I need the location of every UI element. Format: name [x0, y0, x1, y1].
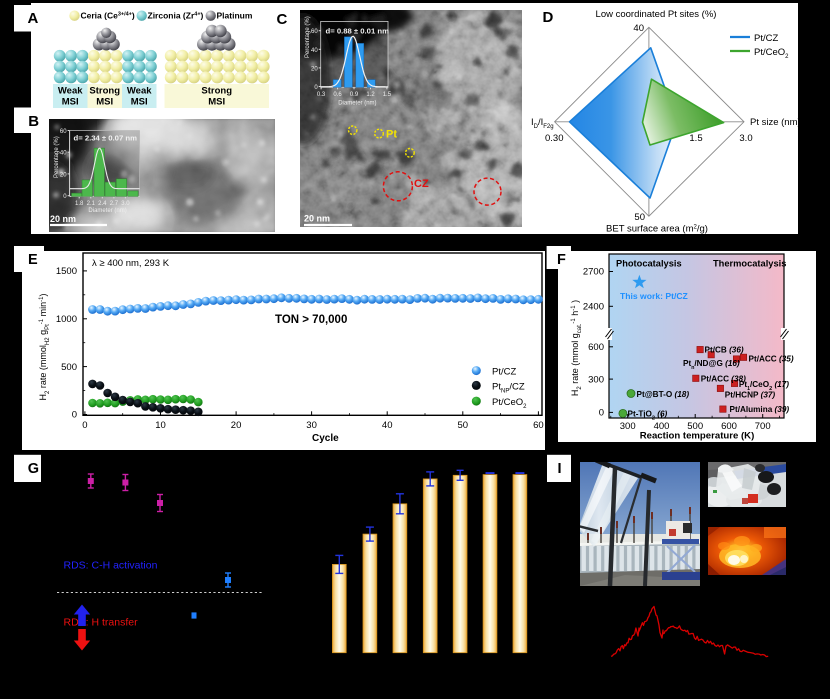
- svg-text:MSI: MSI: [62, 97, 79, 108]
- svg-text:0: 0: [72, 410, 77, 421]
- svg-text:Thermocatalysis: Thermocatalysis: [713, 259, 786, 269]
- svg-text:Percentage (%): Percentage (%): [54, 136, 60, 178]
- svg-text:Pt/CeO2: Pt/CeO2: [492, 397, 527, 410]
- svg-text:d= 0.88 ± 0.01 nm: d= 0.88 ± 0.01 nm: [326, 27, 390, 36]
- svg-text:Diameter (nm): Diameter (nm): [88, 208, 126, 214]
- svg-text:Diameter (nm): Diameter (nm): [338, 100, 376, 106]
- svg-text:3.0: 3.0: [739, 133, 752, 144]
- svg-text:TON > 70,000: TON > 70,000: [275, 314, 347, 326]
- svg-text:Pt/ACC (38): Pt/ACC (38): [701, 374, 746, 383]
- svg-text:Photocatalysis: Photocatalysis: [616, 259, 682, 269]
- svg-text:Pt size (nm): Pt size (nm): [750, 117, 801, 128]
- svg-text:λ ≥ 400 nm, 293 K: λ ≥ 400 nm, 293 K: [92, 258, 170, 269]
- svg-text:40: 40: [633, 23, 644, 34]
- svg-text:300: 300: [620, 421, 636, 432]
- svg-text:2.4: 2.4: [98, 201, 107, 207]
- svg-text:1.2: 1.2: [366, 92, 375, 98]
- svg-text:Pt-TiO2 (6): Pt-TiO2 (6): [628, 410, 668, 422]
- svg-text:B: B: [28, 113, 39, 130]
- svg-text:30: 30: [306, 420, 317, 431]
- svg-text:Weak: Weak: [58, 86, 83, 97]
- svg-text:Pt/CZ: Pt/CZ: [492, 367, 516, 378]
- svg-text:0: 0: [314, 85, 318, 91]
- svg-text:G: G: [28, 461, 39, 477]
- svg-text:0.9: 0.9: [350, 92, 359, 98]
- svg-text:Pt/ACC (35): Pt/ACC (35): [749, 355, 794, 364]
- svg-text:CZ: CZ: [414, 178, 429, 190]
- svg-text:d= 2.34 ± 0.07 nm: d= 2.34 ± 0.07 nm: [74, 134, 138, 143]
- svg-text:Percentage (%): Percentage (%): [305, 16, 311, 58]
- svg-text:E: E: [28, 252, 38, 268]
- svg-text:MSI: MSI: [131, 97, 148, 108]
- svg-text:1.5: 1.5: [383, 92, 392, 98]
- svg-text:Pt/HCNP (37): Pt/HCNP (37): [725, 391, 776, 400]
- svg-text:20: 20: [311, 66, 318, 72]
- svg-text:0: 0: [82, 420, 87, 431]
- svg-text:Weak: Weak: [127, 86, 152, 97]
- svg-text:Pt/CeO2: Pt/CeO2: [754, 47, 789, 60]
- svg-text:700: 700: [755, 421, 771, 432]
- svg-text:RDS: C-H activation: RDS: C-H activation: [64, 560, 158, 572]
- svg-text:50: 50: [458, 420, 469, 431]
- svg-text:MSI: MSI: [208, 97, 225, 108]
- svg-text:Pt/CZ: Pt/CZ: [754, 33, 778, 44]
- svg-text:60: 60: [60, 129, 67, 135]
- svg-text:0.3: 0.3: [317, 92, 326, 98]
- svg-text:40: 40: [311, 48, 318, 54]
- svg-text:20: 20: [60, 172, 67, 178]
- svg-text:Pt/CB (36): Pt/CB (36): [705, 346, 744, 355]
- svg-text:1.5: 1.5: [689, 133, 702, 144]
- svg-text:Strong: Strong: [201, 86, 232, 97]
- svg-text:Strong: Strong: [89, 86, 120, 97]
- svg-text:0: 0: [63, 194, 67, 200]
- svg-text:60: 60: [311, 29, 318, 35]
- svg-text:2400: 2400: [583, 302, 604, 313]
- svg-text:400: 400: [654, 421, 670, 432]
- svg-text:20 nm: 20 nm: [304, 214, 330, 224]
- svg-text:10: 10: [155, 420, 166, 431]
- svg-text:Ptn/ND@G (16): Ptn/ND@G (16): [683, 359, 740, 371]
- svg-text:2.1: 2.1: [87, 201, 96, 207]
- svg-text:RDS: H transfer: RDS: H transfer: [64, 617, 139, 629]
- svg-text:This work: Pt/CZ: This work: Pt/CZ: [620, 291, 688, 301]
- svg-text:MSI: MSI: [96, 97, 113, 108]
- svg-text:Pt: Pt: [386, 129, 397, 141]
- svg-text:Low coordinated Pt sites (%): Low coordinated Pt sites (%): [596, 9, 717, 20]
- svg-text:A: A: [28, 10, 39, 27]
- svg-text:C: C: [277, 11, 288, 28]
- svg-text:500: 500: [687, 421, 703, 432]
- svg-text:D: D: [543, 9, 554, 26]
- svg-text:Cycle: Cycle: [312, 433, 339, 444]
- svg-text:Pt/Alumina (39): Pt/Alumina (39): [730, 405, 790, 414]
- svg-text:1500: 1500: [56, 266, 77, 277]
- svg-text:600: 600: [721, 421, 737, 432]
- svg-text:600: 600: [588, 342, 604, 353]
- svg-text:Reaction temperature (K): Reaction temperature (K): [640, 430, 755, 441]
- svg-text:60: 60: [533, 420, 544, 431]
- svg-text:BET surface area (m2/g): BET surface area (m2/g): [606, 224, 708, 235]
- svg-text:1.8: 1.8: [75, 201, 84, 207]
- svg-text:300: 300: [588, 374, 604, 385]
- svg-text:20 nm: 20 nm: [50, 214, 76, 224]
- svg-text:500: 500: [61, 362, 77, 373]
- svg-text:50: 50: [634, 212, 645, 223]
- svg-text:F: F: [557, 252, 566, 268]
- svg-text:H2 rate (mmol gcat.-1 h-1 ): H2 rate (mmol gcat.-1 h-1 ): [570, 300, 583, 396]
- svg-text:20: 20: [231, 420, 242, 431]
- svg-text:3.0: 3.0: [121, 201, 130, 207]
- svg-text:Platinum: Platinum: [217, 11, 253, 21]
- svg-text:0.30: 0.30: [545, 133, 564, 144]
- svg-text:1000: 1000: [56, 314, 77, 325]
- svg-text:40: 40: [382, 420, 393, 431]
- svg-text:2.7: 2.7: [110, 201, 119, 207]
- svg-text:I: I: [558, 461, 562, 477]
- svg-text:0: 0: [599, 408, 604, 419]
- svg-text:Zirconia (Zr4+): Zirconia (Zr4+): [148, 11, 204, 21]
- svg-text:PtNP/CZ: PtNP/CZ: [492, 382, 525, 395]
- svg-text:2700: 2700: [583, 267, 604, 278]
- svg-text:0.6: 0.6: [333, 92, 342, 98]
- svg-text:Pt@BT-O (18): Pt@BT-O (18): [637, 390, 690, 399]
- svg-text:40: 40: [60, 151, 67, 157]
- svg-text:Ceria (Ce3+/4+): Ceria (Ce3+/4+): [81, 11, 135, 21]
